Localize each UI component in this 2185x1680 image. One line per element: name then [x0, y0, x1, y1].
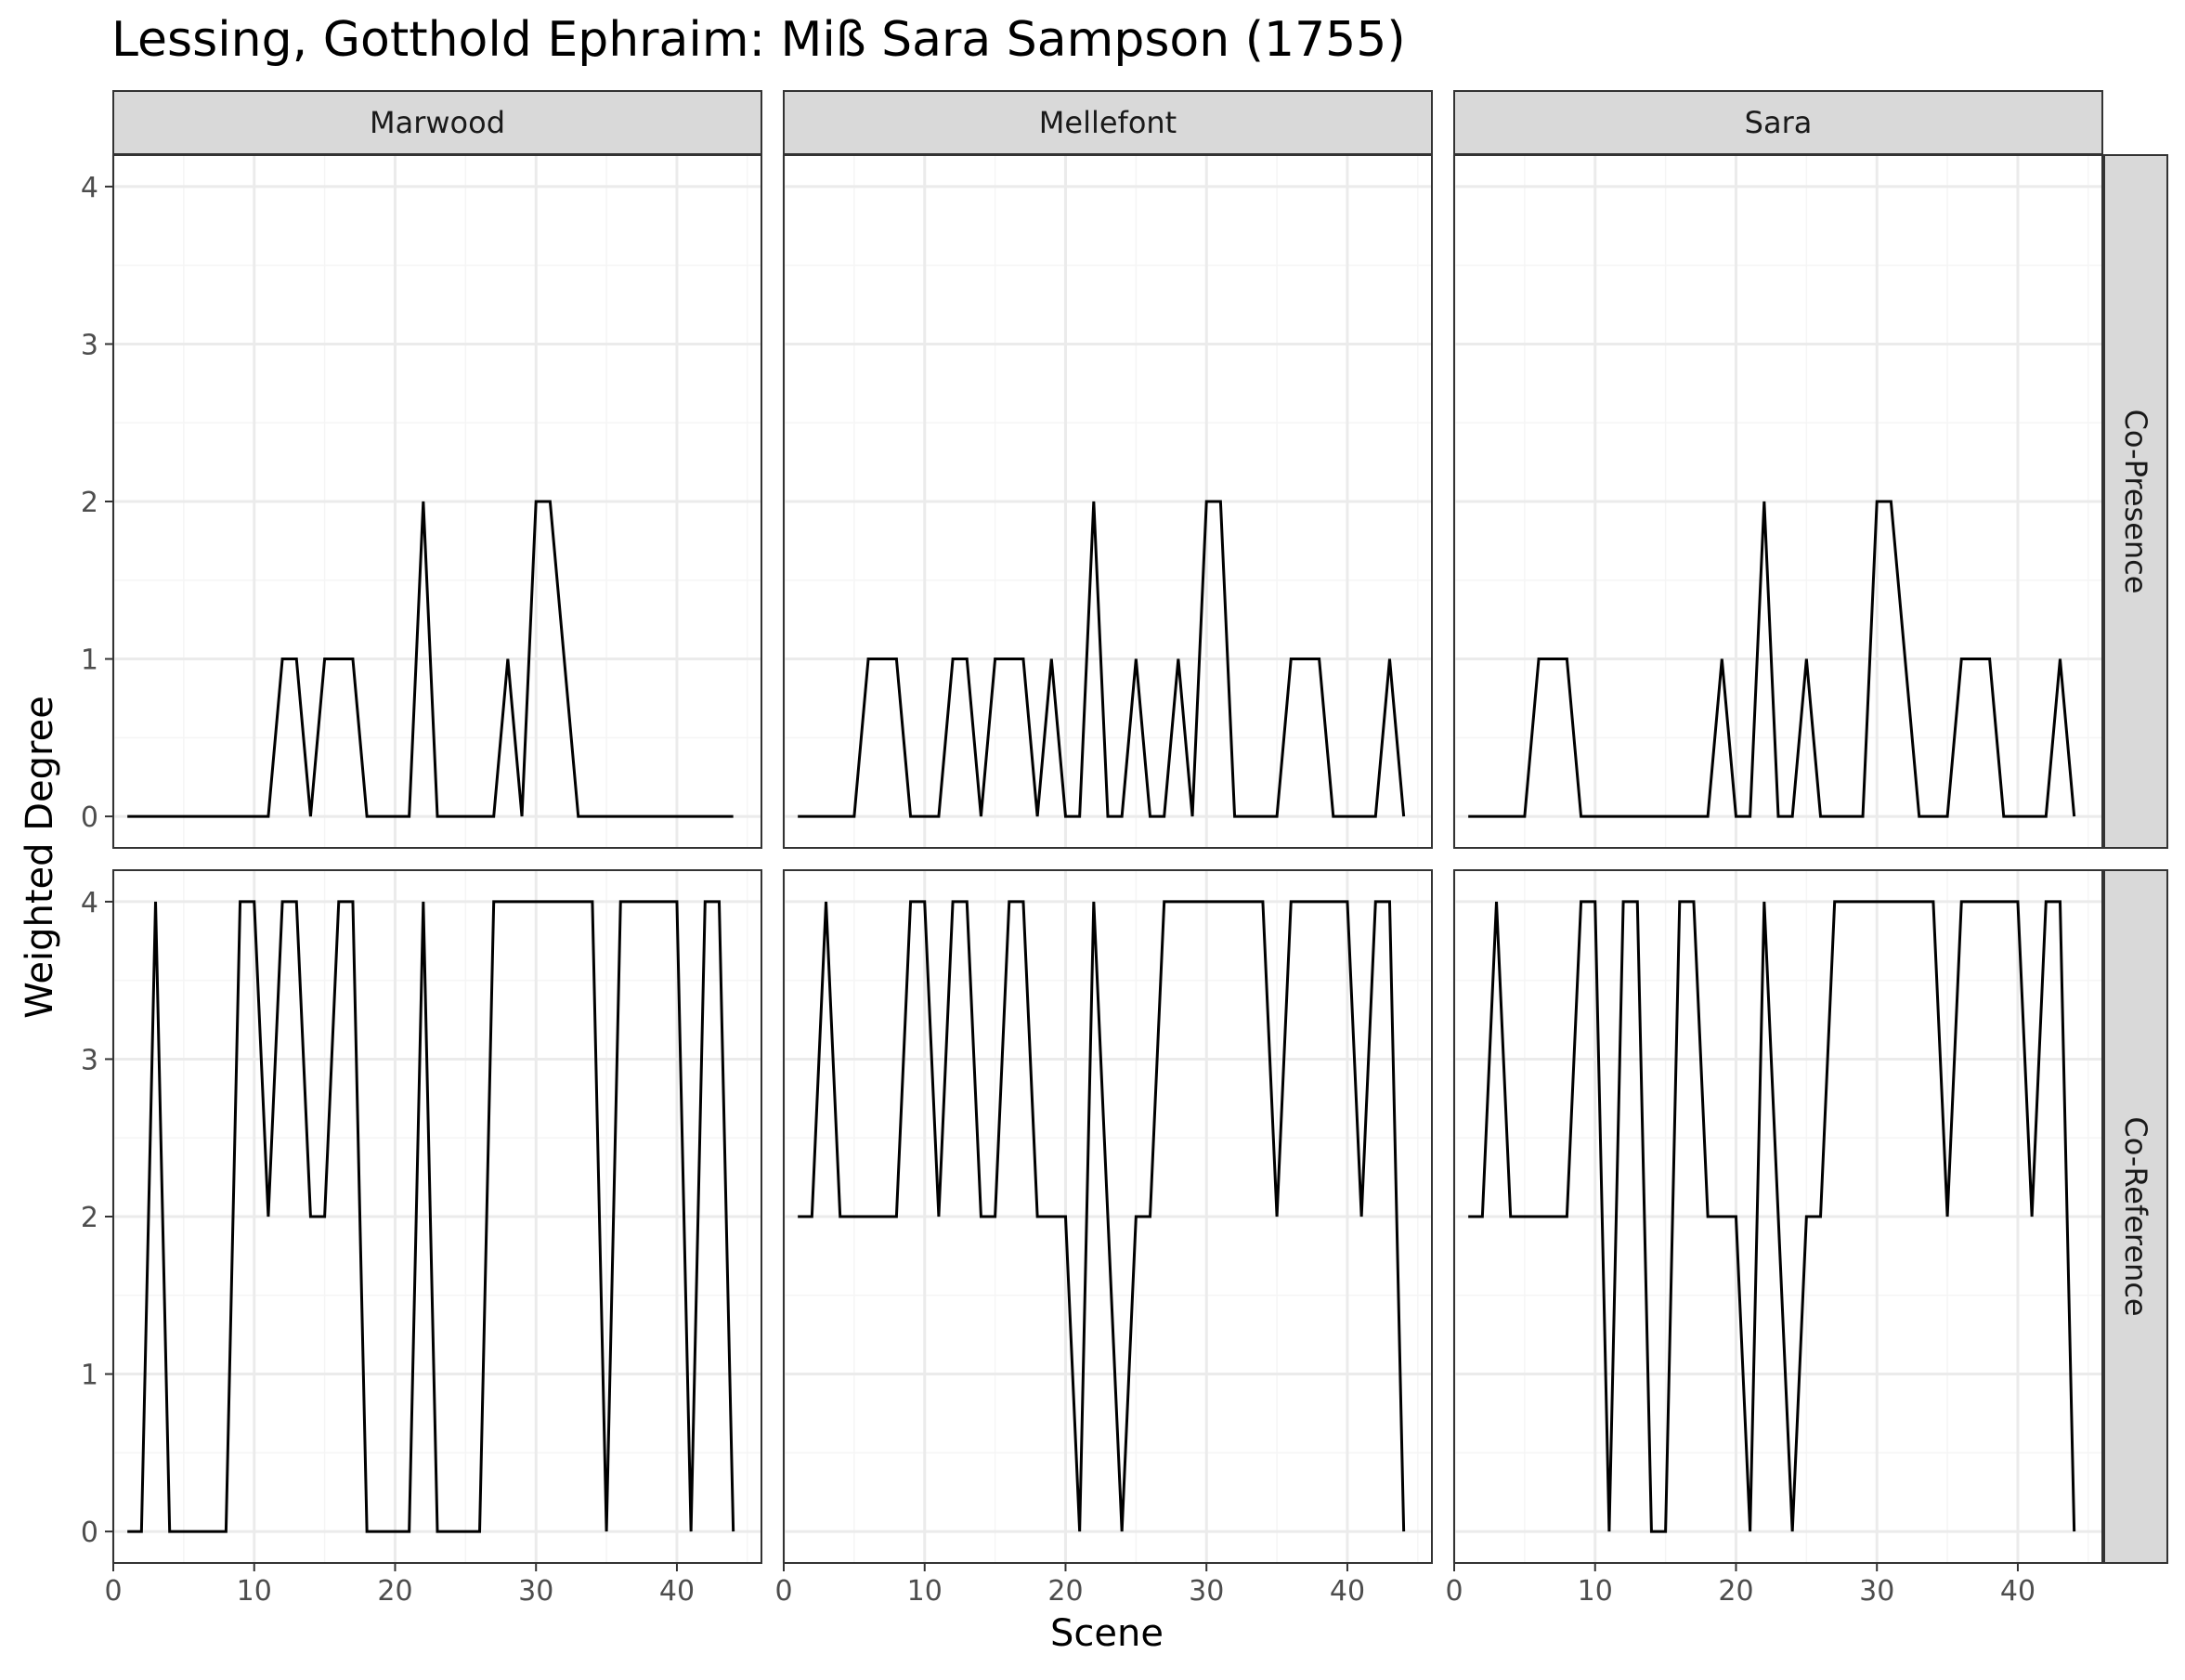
- x-tick-label: 40: [2000, 1575, 2035, 1608]
- series-line-co-reference-marwood: [127, 900, 735, 1533]
- x-tick-label: 20: [1047, 1575, 1083, 1608]
- panel-co-presence-mellefont: [782, 154, 1433, 849]
- x-tick-label: 20: [377, 1575, 412, 1608]
- panel-co-reference-mellefont: 0 10 20 30 40: [774, 869, 1433, 1608]
- panel-co-presence-sara-border: [1453, 154, 2103, 849]
- series-line-co-presence-mellefont: [798, 500, 1406, 818]
- x-tick-label: 40: [1330, 1575, 1365, 1608]
- panel-co-presence-marwood: 0 1 2 3 4: [81, 154, 762, 849]
- x-tick-label: 10: [1578, 1575, 1613, 1608]
- x-tick-label: 20: [1718, 1575, 1753, 1608]
- x-tick-label: 0: [1445, 1575, 1463, 1608]
- y-tick-label: 4: [81, 172, 98, 204]
- chart-title: Lessing, Gotthold Ephraim: Miß Sara Samp…: [111, 12, 1406, 68]
- y-tick-label: 4: [81, 887, 98, 919]
- x-tick-label: 10: [907, 1575, 943, 1608]
- y-tick-label: 1: [81, 645, 98, 677]
- panels-group: Marwood Mellefont Sara Co-Presence Co-Refere…: [81, 90, 2168, 1608]
- strip-mellefont: [783, 90, 1433, 155]
- y-axis-title: Weighted Degree: [19, 696, 61, 1019]
- panel-co-presence-mellefont-border: [783, 154, 1433, 849]
- strip-co-reference: [2103, 869, 2168, 1564]
- x-tick-label: 30: [1189, 1575, 1224, 1608]
- y-tick-label: 0: [81, 1517, 98, 1549]
- y-tick-label: 0: [81, 801, 98, 834]
- x-tick-label: 30: [1859, 1575, 1894, 1608]
- strip-label-mellefont: Mellefont: [1039, 105, 1177, 140]
- panel-co-presence-sara: [1452, 154, 2103, 849]
- series-line-co-reference-sara: [1468, 900, 2076, 1533]
- y-tick-label: 2: [81, 1202, 98, 1234]
- series-line-co-presence-sara: [1468, 500, 2076, 818]
- strip-label-co-reference: Co-Reference: [2118, 1116, 2153, 1316]
- strip-sara: [1453, 90, 2103, 155]
- strip-co-presence: [2103, 154, 2168, 849]
- x-tick-label: 0: [104, 1575, 122, 1608]
- x-tick-label: 10: [237, 1575, 272, 1608]
- strip-label-co-presence: Co-Presence: [2118, 410, 2153, 594]
- strip-label-marwood: Marwood: [370, 105, 505, 140]
- series-line-co-reference-mellefont: [798, 900, 1406, 1532]
- strip-marwood: [112, 90, 762, 155]
- y-tick-label: 3: [81, 329, 98, 361]
- x-tick-label: 30: [518, 1575, 553, 1608]
- panel-co-reference-sara: 0 10 20 30 40: [1445, 869, 2103, 1608]
- y-tick-label: 2: [81, 487, 98, 519]
- y-tick-label: 1: [81, 1360, 98, 1392]
- panel-co-reference-mellefont-border: [783, 869, 1433, 1564]
- series-line-co-presence-marwood: [127, 500, 734, 818]
- x-axis-title: Scene: [1050, 1612, 1164, 1655]
- strip-label-sara: Sara: [1745, 105, 1813, 140]
- x-tick-label: 40: [659, 1575, 695, 1608]
- panel-co-reference-sara-border: [1453, 869, 2103, 1564]
- x-tick-label: 0: [774, 1575, 792, 1608]
- y-tick-label: 3: [81, 1044, 98, 1076]
